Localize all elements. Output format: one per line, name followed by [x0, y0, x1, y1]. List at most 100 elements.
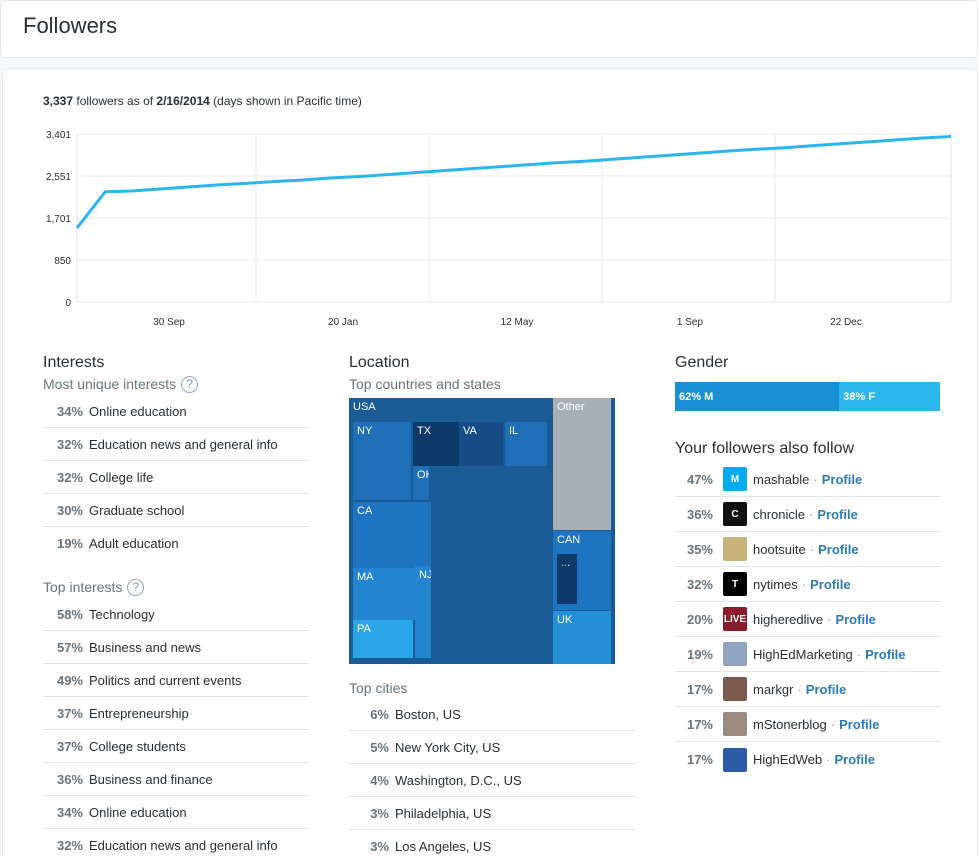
followers-panel: 3,337 followers as of 2/16/2014 (days sh… — [2, 68, 978, 856]
unique-interest-row: 30% Graduate school — [43, 494, 309, 527]
percent-value: 32% — [686, 576, 713, 592]
page-title: Followers — [23, 13, 118, 38]
top-interest-label: Politics and current events — [89, 672, 242, 688]
location-treemap: USA NY TX VA IL OH CA MA NJ PA Other CAN… — [349, 398, 615, 664]
profile-link[interactable]: Profile — [821, 471, 863, 487]
page-header: Followers — [0, 0, 978, 58]
city-label: New York City, US — [395, 739, 501, 755]
treemap-tile-ma[interactable]: MA — [353, 568, 415, 620]
also-follow-row: 20% LIVE higheredlive · Profile — [675, 602, 941, 637]
treemap-tile-va[interactable]: VA — [459, 422, 503, 466]
y-tick-label: 2,551 — [46, 172, 71, 183]
percent-value: 17% — [686, 681, 713, 697]
avatar[interactable] — [723, 642, 747, 666]
treemap-tile-ny[interactable]: NY — [353, 422, 411, 500]
avatar[interactable] — [723, 747, 747, 772]
percent-value: 32% — [56, 469, 83, 485]
profile-link[interactable]: Profile — [817, 506, 858, 522]
top-interest-row: 58% Technology — [43, 598, 309, 631]
profile-link[interactable]: Profile — [834, 752, 875, 767]
x-tick-label: 20 Jan — [328, 317, 358, 328]
treemap-tile-uk[interactable]: UK — [553, 611, 611, 664]
avatar[interactable] — [723, 677, 747, 701]
separator: · — [856, 646, 862, 662]
separator: · — [830, 716, 836, 732]
percent-value: 34% — [56, 403, 83, 419]
separator: · — [826, 752, 831, 767]
location-title: Location — [349, 354, 410, 371]
treemap-tile-ca[interactable]: CA — [353, 502, 431, 568]
profile-link[interactable]: Profile — [805, 681, 847, 697]
x-tick-label: 30 Sep — [153, 317, 185, 328]
unique-interest-label: Graduate school — [89, 502, 185, 518]
top-interests-list: 58% Technology 57% Business and news 49% Poli… — [43, 598, 309, 856]
help-icon[interactable]: ? — [127, 579, 145, 596]
percent-value: 19% — [56, 536, 83, 551]
percent-value: 36% — [686, 506, 713, 522]
y-tick-label: 1,701 — [46, 214, 71, 225]
percent-value: 37% — [56, 705, 83, 721]
y-tick-label: 0 — [65, 298, 71, 309]
treemap-tile-il[interactable]: IL — [505, 422, 547, 466]
percent-value: 17% — [686, 716, 713, 732]
treemap-tile-more[interactable]: ... — [557, 554, 577, 604]
profile-link[interactable]: Profile — [865, 646, 906, 662]
top-interest-label: Business and news — [89, 639, 202, 655]
unique-interest-row: 19% Adult education — [43, 527, 309, 560]
unique-interest-row: 34% Online education — [43, 395, 309, 428]
followers-chart[interactable]: 3,401 2,551 1,701 850 0 30 Sep 20 Jan 12 May 1 S… — [3, 119, 977, 339]
top-interest-row: 34% Online education — [43, 796, 309, 829]
gender-bar: 62% M 38% F — [675, 382, 940, 411]
profile-link[interactable]: Profile — [810, 576, 851, 592]
treemap-tile-usa[interactable]: USA — [349, 398, 553, 418]
percent-value: 58% — [56, 606, 83, 622]
treemap-tile-other[interactable]: Other — [553, 398, 611, 530]
city-row: 4% Washington, D.C., US — [349, 764, 635, 797]
treemap-tile-nj[interactable]: NJ — [415, 566, 431, 658]
also-follow-row: 17% markgr · Profile — [675, 672, 941, 707]
avatar[interactable]: M — [723, 467, 747, 491]
city-row: 3% Los Angeles, US — [349, 830, 635, 856]
x-tick-label: 22 Dec — [830, 317, 862, 328]
x-tick-label: 12 May — [501, 317, 534, 328]
percent-value: 57% — [56, 639, 83, 655]
account-name: higheredlive — [753, 611, 824, 627]
top-interest-label: Entrepreneurship — [89, 705, 189, 721]
profile-link[interactable]: Profile — [839, 716, 880, 732]
unique-interests-title: Most unique interests — [43, 376, 177, 392]
unique-interests-list: 34% Online education 32% Education news and… — [43, 395, 309, 560]
top-interest-row: 37% College students — [43, 730, 309, 763]
avatar[interactable]: T — [723, 572, 747, 596]
top-interest-label: Technology — [89, 606, 155, 622]
treemap-tile-tx[interactable]: TX — [413, 422, 459, 466]
city-row: 3% Philadelphia, US — [349, 797, 635, 830]
percent-value: 49% — [56, 672, 83, 688]
treemap-tile-oh[interactable]: OH — [413, 466, 429, 500]
avatar[interactable] — [723, 537, 747, 561]
x-tick-label: 1 Sep — [677, 317, 704, 328]
avatar[interactable] — [723, 712, 747, 736]
percent-value: 36% — [56, 771, 83, 787]
avatar[interactable]: LIVE — [723, 607, 747, 631]
percent-value: 34% — [56, 804, 83, 820]
avatar[interactable]: C — [723, 502, 747, 526]
account-name: mashable — [753, 471, 810, 487]
summary-note: (days shown in Pacific time) — [213, 94, 362, 108]
top-interest-row: 37% Entrepreneurship — [43, 697, 309, 730]
summary-mid-text: followers as of — [76, 94, 154, 108]
help-icon[interactable]: ? — [181, 376, 199, 393]
top-interest-row: 57% Business and news — [43, 631, 309, 664]
account-name: mStonerblog — [753, 716, 827, 732]
top-interest-label: Business and finance — [89, 771, 213, 787]
treemap-tile-pa[interactable]: PA — [353, 620, 413, 658]
top-interest-label: College students — [89, 738, 186, 754]
profile-link[interactable]: Profile — [835, 611, 876, 627]
profile-link[interactable]: Profile — [818, 541, 859, 557]
separator: · — [827, 611, 832, 627]
followers-series-line — [75, 135, 952, 229]
top-cities-list: 6% Boston, US 5% New York City, US 4% Washing… — [349, 698, 635, 856]
top-interest-row: 36% Business and finance — [43, 763, 309, 796]
city-row: 6% Boston, US — [349, 698, 635, 731]
